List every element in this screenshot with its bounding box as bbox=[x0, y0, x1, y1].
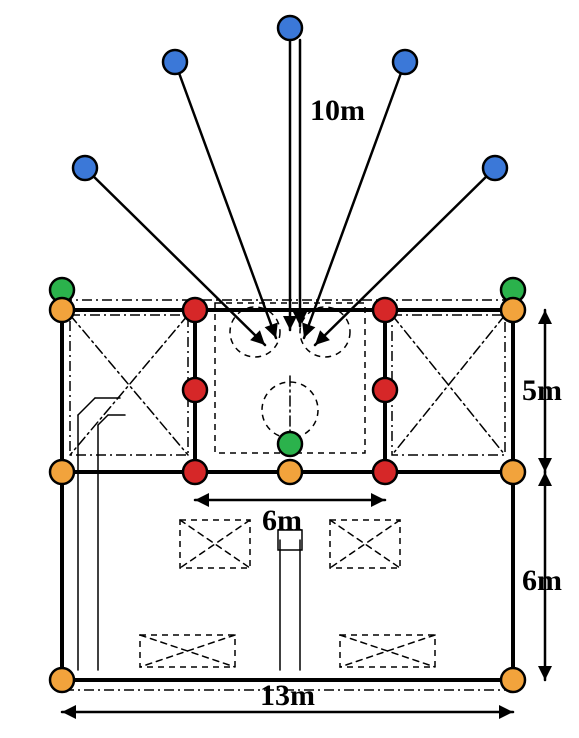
dot-orange bbox=[501, 668, 525, 692]
blueprint-layer bbox=[62, 300, 513, 690]
dot-red bbox=[373, 378, 397, 402]
dot-green bbox=[278, 432, 302, 456]
dimension-label-6mr: 6m bbox=[522, 564, 562, 597]
dot-orange bbox=[501, 298, 525, 322]
dimension-label-10m: 10m bbox=[310, 94, 365, 127]
ray-layer bbox=[85, 28, 495, 345]
dot-red bbox=[183, 298, 207, 322]
dot-blue bbox=[393, 50, 417, 74]
diagram-floorplan: 10m 6m 13m 5m 6m bbox=[0, 0, 579, 738]
dot-blue bbox=[483, 156, 507, 180]
dot-red bbox=[373, 298, 397, 322]
dot-orange bbox=[501, 460, 525, 484]
dot-blue bbox=[163, 50, 187, 74]
dot-red bbox=[373, 460, 397, 484]
dot-blue bbox=[278, 16, 302, 40]
structure-layer bbox=[62, 310, 513, 680]
dots-layer bbox=[50, 16, 525, 692]
dot-red bbox=[183, 460, 207, 484]
dot-orange bbox=[50, 298, 74, 322]
dot-orange bbox=[278, 460, 302, 484]
dimension-label-13m: 13m bbox=[260, 679, 315, 712]
dot-red bbox=[183, 378, 207, 402]
dimension-label-5m: 5m bbox=[522, 374, 562, 407]
dot-blue bbox=[73, 156, 97, 180]
dimension-label-6m: 6m bbox=[262, 504, 302, 537]
dot-orange bbox=[50, 668, 74, 692]
dimension-layer: 10m 6m 13m 5m 6m bbox=[62, 40, 562, 719]
dot-orange bbox=[50, 460, 74, 484]
